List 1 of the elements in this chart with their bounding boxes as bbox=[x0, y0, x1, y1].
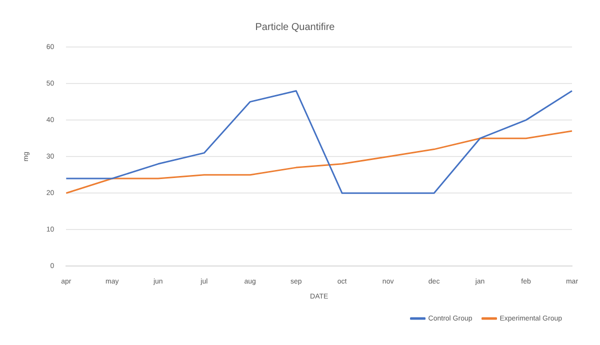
chart-title: Particle Quantifire bbox=[255, 22, 336, 33]
